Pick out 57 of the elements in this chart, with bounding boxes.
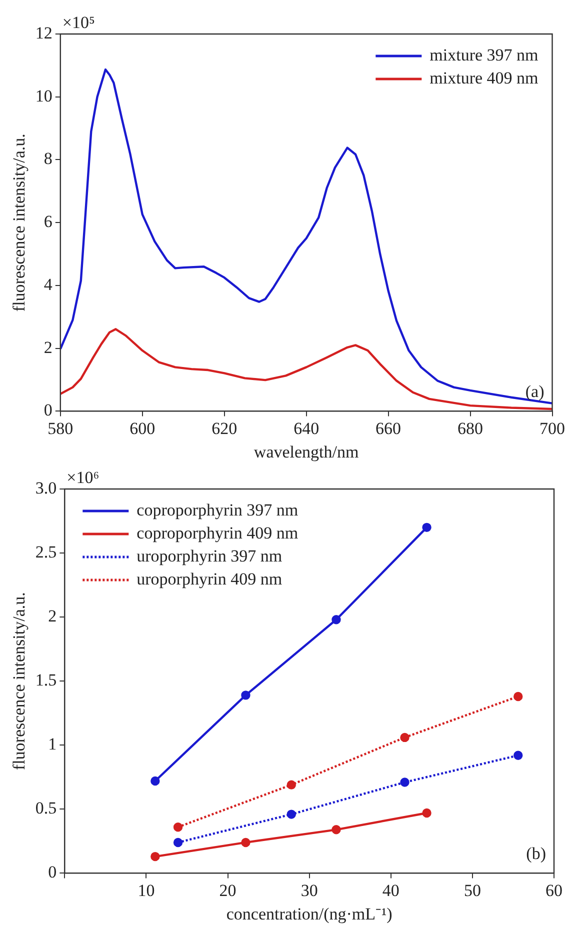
point [241, 690, 250, 700]
x-tick-label: 50 [464, 880, 481, 900]
y-tick-label: 2.5 [35, 542, 57, 562]
x-tick-label: 640 [294, 418, 320, 438]
point [422, 808, 432, 818]
legend-label: mixture 397 nm [430, 45, 538, 64]
x-tick-label: 30 [300, 880, 318, 900]
y-tick-label: 0 [48, 862, 57, 882]
point [514, 750, 523, 760]
y-axis-title: fluorescence intensity/a.u. [10, 592, 29, 770]
x-tick-label: 620 [212, 418, 238, 438]
y-axis-title: fluorescence intensity/a.u. [10, 134, 29, 312]
point [332, 615, 341, 624]
legend-label: coproporphyrin 409 nm [136, 523, 298, 542]
legend-label: uroporphyrin 409 nm [136, 569, 282, 588]
point [286, 810, 296, 819]
x-tick-label: 10 [138, 880, 155, 900]
y-tick-label: 4 [44, 274, 53, 294]
y-tick-label: 0 [44, 400, 52, 420]
text: ×10⁶ [66, 468, 100, 487]
y-tick-label: 8 [44, 149, 52, 168]
legend-label: coproporphyrin 397 nm [136, 500, 298, 520]
point [286, 780, 296, 790]
y-tick-label: 6 [44, 212, 52, 232]
legend-label: uroporphyrin 397 nm [136, 546, 282, 566]
x-tick-label: 600 [130, 418, 156, 438]
point [150, 776, 160, 786]
x-tick-label: 660 [376, 418, 402, 438]
point [514, 692, 523, 702]
point [150, 852, 160, 862]
y-tick-label: 12 [35, 23, 52, 42]
point [400, 732, 410, 742]
x-axis-title: wavelength/nm [254, 442, 359, 462]
y-tick-label: 10 [35, 86, 52, 106]
y-tick-label: 1.5 [35, 670, 57, 690]
x-tick-label: 60 [546, 880, 562, 900]
y-tick-label: 0.5 [35, 798, 57, 818]
point [173, 838, 183, 848]
y-tick-label: 2 [48, 606, 57, 626]
x-tick-label: 40 [382, 880, 400, 900]
x-tick-label: 580 [48, 418, 74, 438]
point [332, 825, 341, 834]
x-axis-title: concentration/(ng·mL⁻¹) [226, 904, 392, 924]
point [422, 522, 432, 532]
y-tick-label: 3.0 [35, 478, 57, 498]
text: ×10⁵ [62, 12, 95, 32]
annotation: (b) [526, 844, 546, 864]
x-tick-label: 20 [219, 880, 236, 900]
x-tick-label: 700 [540, 418, 565, 438]
legend-label: mixture 409 nm [430, 68, 538, 88]
point [400, 778, 410, 787]
x-tick-label: 680 [458, 418, 484, 438]
point [173, 822, 183, 832]
y-tick-label: 2 [44, 338, 52, 357]
annotation: (a) [525, 382, 544, 402]
y-tick-label: 1 [48, 734, 57, 754]
point [241, 838, 250, 848]
